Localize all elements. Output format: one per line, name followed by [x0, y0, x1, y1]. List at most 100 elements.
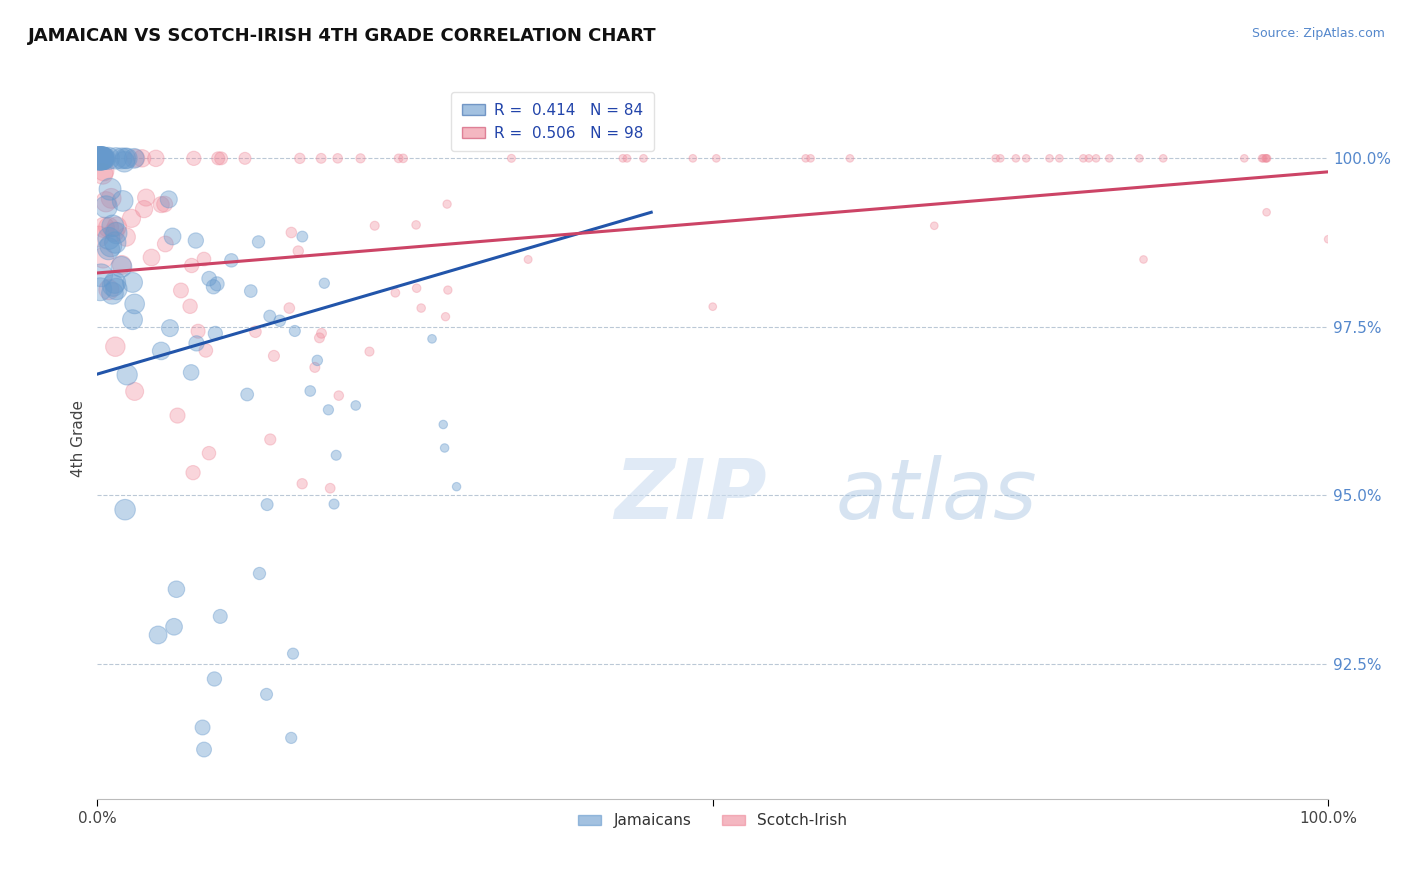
Point: [94, 200, 117, 214]
Point: [280, 731, 302, 745]
Point: [221, 253, 243, 268]
Point: [1015, 152, 1038, 166]
Point: [1254, 152, 1277, 166]
Point: [111, 194, 134, 208]
Point: [146, 628, 169, 642]
Point: [387, 152, 409, 166]
Point: [193, 742, 215, 756]
Point: [319, 481, 342, 495]
Point: [323, 497, 346, 511]
Point: [207, 152, 229, 166]
Point: [344, 399, 367, 413]
Point: [1098, 152, 1121, 166]
Point: [1256, 152, 1278, 166]
Point: [181, 466, 204, 480]
Point: [612, 152, 634, 166]
Point: [311, 326, 333, 341]
Point: [153, 197, 176, 211]
Point: [1077, 152, 1099, 166]
Point: [98, 182, 121, 196]
Point: [1005, 152, 1028, 166]
Point: [633, 152, 655, 166]
Point: [256, 687, 278, 701]
Point: [141, 251, 163, 265]
Point: [1038, 152, 1060, 166]
Point: [304, 360, 326, 375]
Point: [1073, 152, 1095, 166]
Point: [239, 284, 262, 298]
Point: [1128, 152, 1150, 166]
Point: [121, 211, 143, 226]
Point: [328, 389, 350, 403]
Point: [150, 197, 173, 211]
Point: [839, 152, 862, 166]
Point: [91, 152, 114, 166]
Point: [121, 276, 143, 290]
Point: [446, 480, 468, 494]
Point: [434, 310, 457, 324]
Point: [112, 154, 135, 169]
Point: [125, 152, 148, 166]
Point: [115, 230, 138, 244]
Point: [420, 332, 443, 346]
Point: [104, 235, 127, 250]
Point: [259, 433, 281, 447]
Point: [87, 152, 110, 166]
Point: [1152, 152, 1174, 166]
Point: [436, 197, 458, 211]
Point: [287, 244, 309, 258]
Point: [291, 476, 314, 491]
Point: [110, 260, 132, 274]
Point: [170, 284, 193, 298]
Point: [145, 152, 167, 166]
Point: [89, 282, 111, 296]
Point: [89, 152, 111, 166]
Point: [433, 441, 456, 455]
Point: [299, 384, 322, 398]
Point: [682, 152, 704, 166]
Point: [209, 609, 232, 624]
Point: [90, 152, 112, 166]
Point: [702, 300, 724, 314]
Point: [93, 220, 115, 235]
Point: [135, 190, 157, 204]
Point: [115, 368, 138, 382]
Point: [124, 297, 146, 311]
Point: [325, 448, 347, 462]
Point: [1047, 152, 1070, 166]
Point: [259, 309, 281, 323]
Point: [97, 283, 120, 297]
Point: [101, 278, 124, 293]
Point: [93, 163, 115, 178]
Point: [411, 301, 433, 315]
Point: [405, 218, 427, 232]
Point: [97, 242, 120, 256]
Point: [256, 498, 278, 512]
Text: atlas: atlas: [835, 455, 1038, 536]
Point: [97, 152, 120, 166]
Point: [90, 268, 112, 283]
Point: [209, 152, 232, 166]
Point: [180, 366, 202, 380]
Point: [280, 226, 302, 240]
Point: [278, 301, 301, 315]
Point: [165, 582, 187, 597]
Point: [437, 283, 460, 297]
Point: [1317, 232, 1340, 246]
Point: [91, 152, 114, 166]
Point: [115, 152, 138, 166]
Point: [121, 312, 143, 326]
Point: [87, 152, 110, 166]
Point: [100, 239, 122, 253]
Point: [922, 219, 945, 233]
Point: [245, 325, 267, 339]
Point: [501, 152, 523, 166]
Point: [794, 152, 817, 166]
Point: [198, 446, 221, 460]
Point: [236, 387, 259, 401]
Point: [93, 152, 115, 166]
Point: [91, 251, 114, 265]
Point: [1256, 205, 1278, 219]
Point: [1233, 152, 1256, 166]
Point: [308, 331, 330, 345]
